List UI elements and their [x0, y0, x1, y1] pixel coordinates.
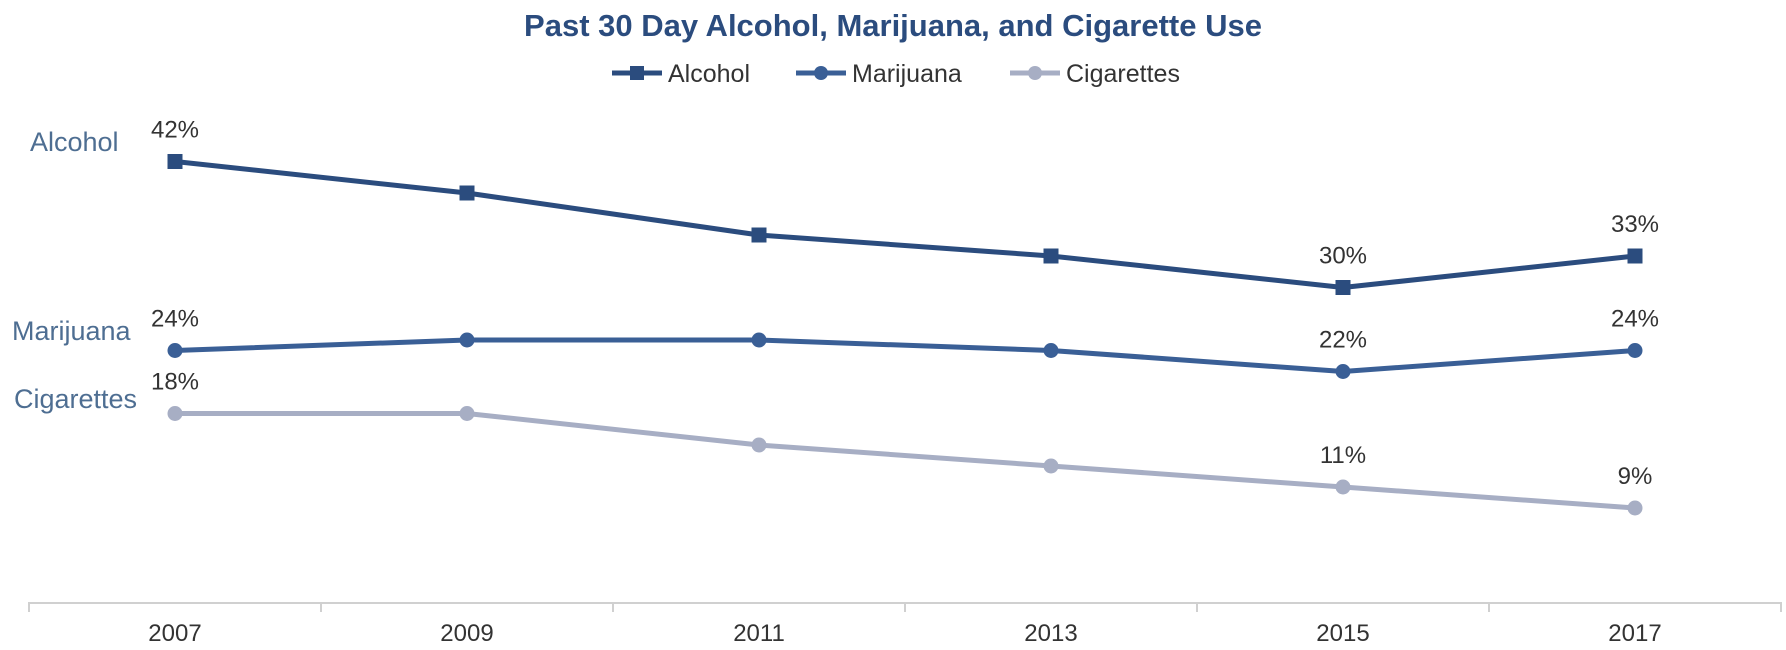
data-point — [751, 437, 767, 453]
series-marijuana: 24% 22% 24% — [151, 306, 1659, 379]
data-point — [1627, 500, 1643, 516]
series-alcohol: 42% 30% 33% — [151, 117, 1659, 295]
legend-circle-marker — [1028, 66, 1042, 80]
legend-item-alcohol: Alcohol — [612, 60, 750, 88]
side-label-alcohol: Alcohol — [30, 127, 119, 157]
data-label: 22% — [1319, 327, 1367, 354]
data-label: 18% — [151, 369, 199, 396]
data-point — [459, 332, 475, 348]
legend: Alcohol Marijuana Cigarettes — [612, 60, 1180, 88]
data-point — [1043, 458, 1059, 474]
data-point — [459, 185, 475, 201]
data-point — [751, 227, 767, 243]
legend-label: Marijuana — [852, 60, 962, 88]
x-tick-label: 2017 — [1608, 620, 1661, 647]
series-line — [175, 411, 1636, 511]
x-axis: 2007 2009 2011 2013 2015 2017 — [28, 602, 1782, 647]
side-label-marijuana: Marijuana — [12, 316, 132, 346]
series-line — [174, 159, 1636, 290]
data-point — [1043, 248, 1059, 264]
data-point — [1043, 343, 1059, 358]
x-tick-label: 2013 — [1024, 620, 1077, 647]
x-tick-label: 2011 — [733, 620, 785, 647]
data-point — [167, 406, 183, 421]
data-label: 24% — [1611, 306, 1659, 333]
data-label: 11% — [1320, 442, 1366, 469]
data-point — [751, 332, 767, 348]
x-tick-label: 2009 — [440, 620, 493, 647]
data-point — [1335, 364, 1351, 379]
series-group: 42% 30% 33% 24% 22% 24% 18% 11% 9% — [151, 117, 1659, 516]
data-label: 30% — [1319, 243, 1367, 270]
legend-label: Cigarettes — [1066, 60, 1180, 88]
legend-circle-marker — [814, 66, 828, 80]
data-point — [1335, 280, 1351, 295]
series-side-labels: Alcohol Marijuana Cigarettes — [12, 127, 137, 414]
chart-title: Past 30 Day Alcohol, Marijuana, and Ciga… — [524, 8, 1262, 43]
x-tick-label: 2007 — [148, 620, 201, 647]
data-point — [1627, 248, 1643, 264]
data-point — [459, 406, 475, 421]
side-label-cigarettes: Cigarettes — [14, 384, 137, 414]
data-point — [1335, 479, 1351, 495]
data-label: 24% — [151, 306, 199, 333]
series-line — [174, 337, 1636, 374]
legend-item-cigarettes: Cigarettes — [1010, 60, 1180, 88]
legend-square-marker — [630, 66, 644, 80]
legend-item-marijuana: Marijuana — [796, 60, 962, 88]
data-label: 33% — [1611, 211, 1659, 238]
data-point — [167, 154, 183, 169]
data-point — [167, 343, 183, 358]
x-tick-label: 2015 — [1316, 620, 1369, 647]
data-point — [1627, 343, 1643, 358]
data-label: 42% — [151, 117, 199, 144]
series-cigarettes: 18% 11% 9% — [151, 369, 1652, 516]
legend-label: Alcohol — [668, 60, 750, 88]
data-label: 9% — [1618, 463, 1653, 490]
